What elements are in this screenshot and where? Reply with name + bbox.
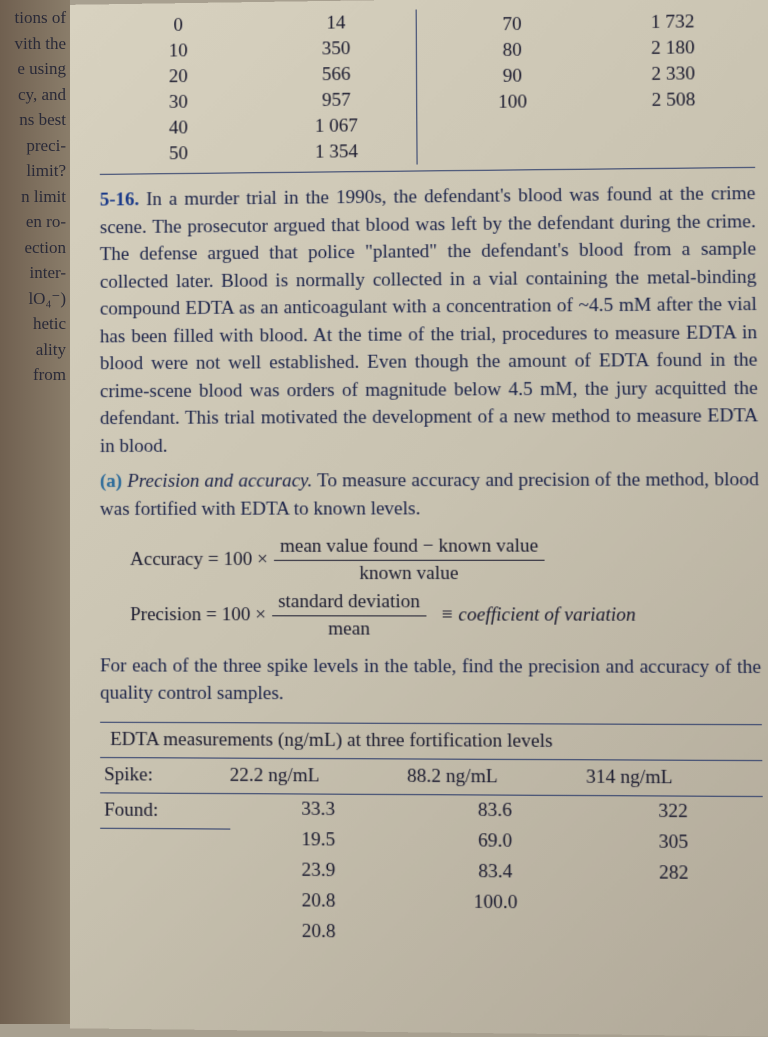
precision-lhs: Precision = 100 × bbox=[130, 604, 266, 626]
table-cell: 30 bbox=[100, 89, 257, 117]
problem-text: In a murder trial in the 1990s, the defe… bbox=[100, 183, 758, 457]
formula-block: Accuracy = 100 × mean value found − know… bbox=[130, 535, 761, 641]
table-cell: 19.5 bbox=[230, 824, 406, 856]
table-cell: 90 bbox=[433, 63, 593, 91]
table-cell: 40 bbox=[100, 115, 257, 143]
part-a-label: (a) bbox=[100, 471, 122, 492]
spike-label: Spike: bbox=[100, 758, 226, 793]
part-a: (a) Precision and accuracy. To measure a… bbox=[100, 466, 759, 523]
page-left-margin: tions ofvith thee usingcy, andns bestpre… bbox=[0, 0, 70, 1024]
accuracy-numerator: mean value found − known value bbox=[274, 535, 545, 560]
table-cell: 350 bbox=[257, 35, 416, 63]
table-cell: 50 bbox=[100, 140, 258, 167]
table-cell: 20.8 bbox=[231, 885, 407, 917]
table-cell: 0 bbox=[100, 12, 257, 40]
table-cell: 14 bbox=[257, 10, 416, 38]
table-cell: 1 354 bbox=[257, 139, 416, 167]
found-label: Found: bbox=[100, 793, 230, 829]
spike-level: 22.2 ng/mL bbox=[226, 758, 403, 793]
edta-table-header: Spike: 22.2 ng/mL 88.2 ng/mL 314 ng/mL bbox=[100, 758, 763, 797]
table-cell: 10 bbox=[100, 38, 257, 66]
precision-formula: Precision = 100 × standard deviation mea… bbox=[130, 591, 761, 641]
table-cell: 20 bbox=[100, 63, 257, 91]
precision-denominator: mean bbox=[272, 616, 426, 640]
spike-level: 88.2 ng/mL bbox=[403, 759, 582, 795]
table-cell: 80 bbox=[432, 37, 592, 65]
edta-table: EDTA measurements (ng/mL) at three forti… bbox=[100, 721, 765, 951]
table-cell: 83.6 bbox=[406, 795, 584, 827]
found-col-3: 322305282 bbox=[584, 796, 765, 952]
accuracy-denominator: known value bbox=[274, 560, 545, 584]
edta-table-title: EDTA measurements (ng/mL) at three forti… bbox=[100, 721, 762, 760]
textbook-page: 014103502056630957401 067501 354 701 732… bbox=[70, 0, 768, 1037]
precision-numerator: standard deviation bbox=[272, 591, 426, 616]
table-cell: 2 330 bbox=[593, 61, 755, 89]
table-cell: 1 732 bbox=[592, 9, 754, 37]
table-cell: 957 bbox=[257, 87, 416, 115]
found-col-1: 33.319.523.920.820.8 bbox=[230, 794, 407, 948]
part-a-title: Precision and accuracy. bbox=[127, 471, 312, 493]
coefficient-of-variation: ≡ coefficient of variation bbox=[440, 604, 636, 627]
table-cell: 33.3 bbox=[230, 794, 406, 826]
table-cell: 322 bbox=[584, 796, 763, 828]
table-cell: 100 bbox=[433, 89, 593, 117]
after-formula-text: For each of the three spike levels in th… bbox=[100, 652, 762, 710]
table-cell: 23.9 bbox=[230, 855, 406, 887]
accuracy-lhs: Accuracy = 100 × bbox=[130, 549, 268, 571]
table-cell: 2 180 bbox=[592, 35, 754, 63]
table-cell: 20.8 bbox=[231, 916, 407, 948]
problem-5-16: 5-16. In a murder trial in the 1990s, th… bbox=[100, 180, 759, 460]
table-cell: 282 bbox=[584, 857, 764, 889]
table-cell: 2 508 bbox=[593, 87, 755, 115]
problem-number: 5-16. bbox=[100, 189, 139, 210]
found-col-2: 83.669.083.4100.0 bbox=[406, 795, 585, 950]
spike-level: 314 ng/mL bbox=[582, 760, 763, 796]
table-cell: 100.0 bbox=[407, 886, 585, 918]
table-cell: 305 bbox=[584, 826, 764, 858]
accuracy-formula: Accuracy = 100 × mean value found − know… bbox=[130, 535, 760, 585]
top-data-table: 014103502056630957401 067501 354 701 732… bbox=[100, 5, 755, 175]
table-cell: 83.4 bbox=[407, 856, 585, 888]
table-cell: 70 bbox=[432, 11, 592, 39]
table-cell: 1 067 bbox=[257, 113, 416, 141]
table-cell: 69.0 bbox=[406, 825, 584, 857]
table-cell: 566 bbox=[257, 61, 416, 89]
